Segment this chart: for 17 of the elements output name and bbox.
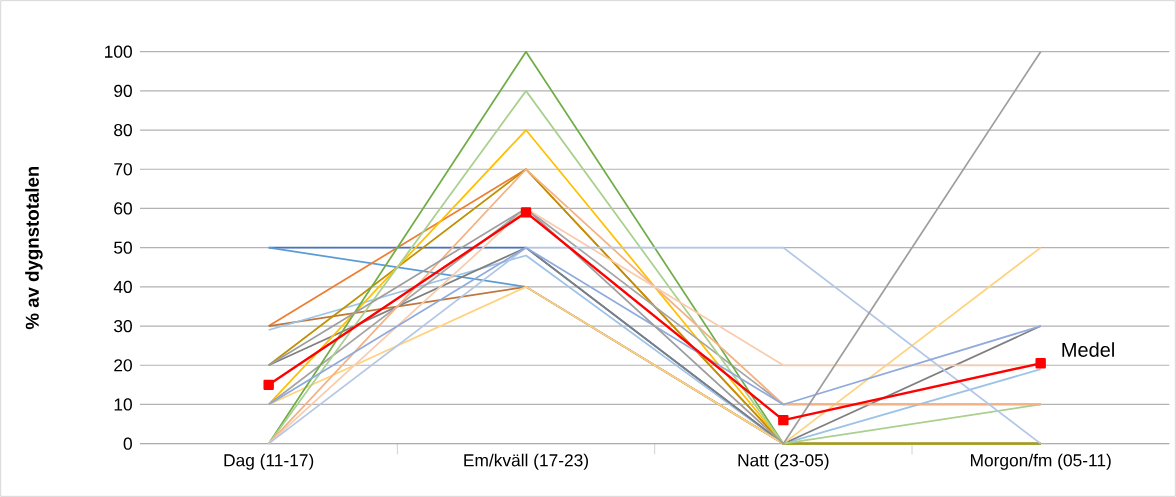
y-tick-label: 0	[123, 437, 132, 450]
series-label: Medel	[1062, 342, 1114, 357]
y-tick-label: 50	[114, 241, 132, 254]
y-tick-label: 90	[114, 84, 132, 97]
y-tick-label: 40	[113, 280, 132, 293]
y-tick-label: 60	[114, 202, 132, 215]
x-tick-label: Morgon/fm (05-11)	[970, 453, 1111, 470]
y-tick-label: 70	[114, 163, 132, 176]
y-tick-label: 100	[105, 45, 132, 58]
y-tick-label: 80	[114, 123, 132, 137]
x-tick-label: Dag (11-17)	[224, 453, 314, 470]
y-tick-label: 30	[114, 319, 132, 333]
y-tick-label: 10	[114, 398, 132, 411]
y-axis-title: % av dygnstotalen	[25, 166, 43, 330]
x-tick-label: Em/kväll (17-23)	[464, 453, 588, 470]
y-tick-label: 20	[114, 359, 132, 372]
x-tick-label: Natt (23-05)	[738, 453, 829, 470]
